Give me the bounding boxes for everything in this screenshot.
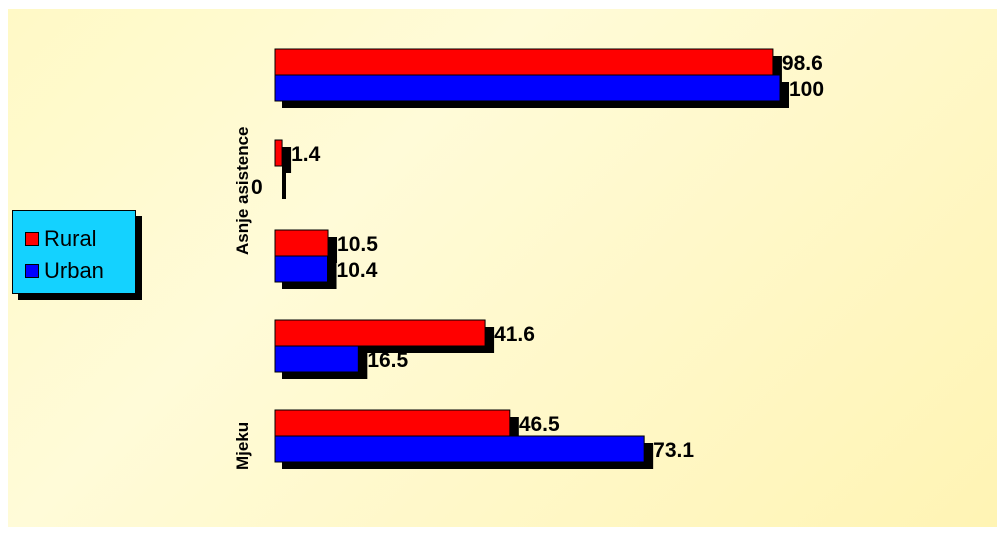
bar-urban bbox=[274, 435, 645, 463]
bar-urban bbox=[274, 255, 329, 283]
value-label-urban: 100 bbox=[789, 78, 824, 101]
value-label-rural: 10.5 bbox=[337, 233, 378, 256]
value-label-rural: 1.4 bbox=[291, 143, 321, 166]
value-label-urban: 16.5 bbox=[367, 349, 408, 372]
value-label-urban: 0 bbox=[251, 176, 263, 199]
legend-item-urban: Urban bbox=[25, 255, 135, 287]
legend-label-urban: Urban bbox=[44, 258, 104, 283]
bar-urban bbox=[274, 345, 359, 373]
bar-rural bbox=[274, 409, 511, 437]
legend-swatch-urban bbox=[25, 264, 39, 278]
value-label-rural: 98.6 bbox=[782, 52, 823, 75]
bar-rural bbox=[274, 48, 774, 76]
value-label-rural: 41.6 bbox=[494, 323, 535, 346]
legend-item-rural: Rural bbox=[25, 223, 135, 255]
value-label-urban: 73.1 bbox=[653, 439, 694, 462]
category-label-mjeku: Mjeku bbox=[233, 421, 252, 470]
bar-urban bbox=[274, 74, 781, 102]
value-label-urban: 10.4 bbox=[337, 259, 378, 282]
bar-rural bbox=[274, 319, 486, 347]
value-label-rural: 46.5 bbox=[519, 413, 560, 436]
legend-label-rural: Rural bbox=[44, 226, 97, 251]
bar-rural bbox=[274, 229, 329, 257]
legend-swatch-rural bbox=[25, 232, 39, 246]
chart-legend: Rural Urban bbox=[12, 210, 136, 294]
bar-shadow bbox=[282, 147, 292, 173]
category-label-asnje-asistence: Asnje asistence bbox=[233, 126, 252, 255]
bar-rural bbox=[274, 139, 283, 167]
bar-shadow bbox=[282, 173, 286, 199]
